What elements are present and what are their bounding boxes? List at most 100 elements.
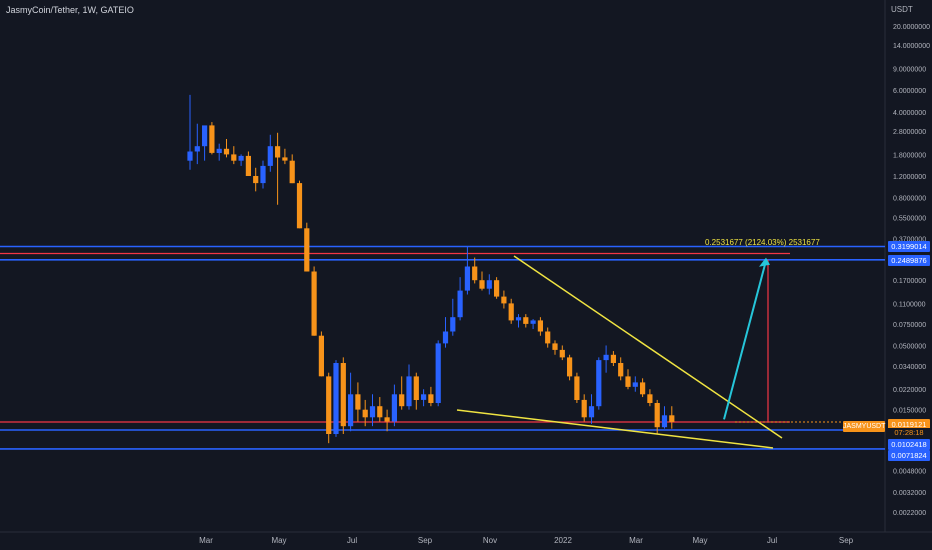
x-tick-label: Sep	[418, 536, 433, 545]
candle-body	[552, 343, 558, 350]
y-tick-label: 0.1100000	[893, 301, 926, 308]
y-tick-label: 2.8000000	[893, 129, 926, 136]
lower-trendline	[456, 409, 774, 449]
currency-label: USDT	[891, 5, 913, 14]
candle-body	[231, 154, 237, 161]
countdown-tag: 07:28:18	[888, 428, 930, 438]
projection-arrow	[723, 260, 767, 420]
candle-body	[647, 394, 653, 403]
y-tick-label: 0.0220000	[893, 387, 926, 394]
candle-body	[355, 394, 361, 410]
x-tick-label: May	[271, 536, 286, 545]
candle-body	[340, 363, 346, 427]
y-tick-label: 0.0022000	[893, 510, 926, 517]
y-tick-label: 14.0000000	[893, 43, 930, 50]
y-tick-label: 0.1700000	[893, 278, 926, 285]
candle-body	[369, 406, 376, 418]
candle-body	[640, 382, 646, 395]
candle-body	[194, 146, 200, 152]
x-tick-label: Jul	[767, 536, 777, 545]
candle-body	[202, 125, 208, 147]
x-tick-label: Sep	[839, 536, 854, 545]
candle-body	[333, 363, 339, 434]
y-tick-label: 0.0150000	[893, 408, 926, 415]
projection-label: 0.2531677 (2124.03%) 2531677	[705, 238, 820, 247]
candle-body	[216, 148, 222, 153]
candle-body	[669, 415, 675, 422]
candle-body	[260, 165, 266, 184]
price-tag-support-2: 0.0071824	[888, 450, 930, 461]
y-tick-label: 1.8000000	[893, 152, 926, 159]
candle-body	[245, 155, 251, 176]
candle-body	[377, 406, 383, 418]
candle-body	[311, 271, 317, 336]
y-tick-label: 0.5500000	[893, 216, 926, 223]
candle-body	[267, 146, 273, 166]
y-tick-label: 9.0000000	[893, 67, 926, 74]
candle-body	[282, 157, 288, 161]
candle-body	[472, 266, 478, 281]
candle-body	[187, 151, 193, 161]
candle-body	[348, 394, 354, 427]
candle-body	[413, 376, 419, 400]
y-tick-label: 0.3700000	[893, 237, 926, 244]
candle-body	[275, 146, 281, 158]
x-tick-label: May	[692, 536, 707, 545]
candle-body	[618, 363, 624, 377]
candle-body	[238, 155, 244, 161]
candle-body	[296, 183, 303, 229]
candle-body	[253, 176, 259, 184]
candle-body	[464, 266, 470, 291]
candle-body	[442, 331, 449, 344]
symbol-tag: JASMYUSDT	[843, 421, 886, 432]
candle-body	[515, 317, 522, 321]
projection-arrow-head	[759, 257, 770, 267]
candle-body	[654, 403, 660, 428]
candle-body	[567, 357, 573, 377]
candle-body	[588, 406, 595, 418]
y-tick-label: 0.8000000	[893, 196, 926, 203]
candle-body	[537, 320, 543, 332]
x-tick-label: 2022	[554, 536, 572, 545]
y-tick-label: 6.0000000	[893, 88, 926, 95]
price-tag-current: 0.0119121	[888, 419, 930, 430]
candle-body	[610, 354, 616, 363]
candle-body	[384, 417, 390, 422]
y-tick-label: 0.0032000	[893, 490, 926, 497]
candle-body	[530, 320, 536, 324]
candle-body	[399, 394, 405, 407]
candle-body	[318, 335, 324, 377]
price-tag-support-1: 0.0102418	[888, 439, 930, 450]
candle-body	[523, 317, 529, 324]
x-tick-label: Nov	[483, 536, 497, 545]
x-tick-label: Mar	[629, 536, 643, 545]
candle-body	[574, 376, 580, 400]
candle-body	[486, 280, 492, 289]
x-tick-label: Jul	[347, 536, 357, 545]
candle-body	[603, 354, 609, 361]
candle-body	[596, 360, 602, 407]
y-tick-label: 0.0340000	[893, 364, 926, 371]
price-tag-resistance-1: 0.3199014	[888, 241, 930, 252]
candle-body	[661, 415, 668, 428]
y-tick-label: 4.0000000	[893, 110, 926, 117]
candle-body	[545, 331, 551, 344]
candle-body	[494, 280, 500, 297]
candle-body	[457, 290, 463, 318]
candle-body	[625, 376, 631, 387]
y-tick-label: 0.0500000	[893, 344, 926, 351]
candle-body	[209, 125, 215, 153]
candle-body	[559, 349, 565, 358]
upper-trendline	[513, 255, 783, 439]
chart-title: JasmyCoin/Tether, 1W, GATEIO	[6, 5, 134, 15]
candle-body	[406, 376, 412, 407]
candle-body	[501, 296, 507, 304]
x-tick-label: Mar	[199, 536, 213, 545]
candle-body	[632, 382, 638, 387]
candle-body	[479, 280, 485, 289]
candle-body	[428, 394, 434, 403]
candle-body	[508, 303, 514, 321]
y-tick-label: 0.0750000	[893, 322, 926, 329]
candle-body	[326, 376, 332, 434]
